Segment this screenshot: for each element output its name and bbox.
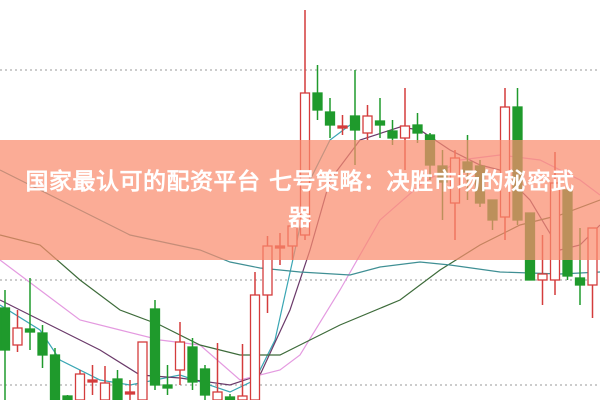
candle-down bbox=[574, 277, 586, 286]
candle-down bbox=[124, 391, 136, 395]
candle-up bbox=[174, 341, 186, 371]
candle-down bbox=[0, 307, 11, 351]
candle-up bbox=[99, 382, 111, 400]
candle-down bbox=[49, 354, 61, 400]
candle-up bbox=[237, 395, 248, 400]
candle-down bbox=[149, 308, 161, 386]
candle-up bbox=[12, 327, 23, 346]
candle-down bbox=[62, 395, 73, 400]
candle-down bbox=[187, 346, 198, 383]
candle-up bbox=[249, 294, 261, 400]
candle-down bbox=[324, 111, 336, 126]
candle-down bbox=[24, 328, 36, 333]
candle-down bbox=[87, 379, 98, 383]
candle-down bbox=[199, 368, 211, 396]
candle-up bbox=[212, 391, 223, 400]
headline-banner: 国家最认可的配资平台 七号策略：决胜市场的秘密武器 bbox=[0, 140, 600, 260]
candle-down bbox=[337, 125, 348, 129]
candle-down bbox=[349, 115, 361, 131]
candle-down bbox=[412, 124, 423, 134]
candle-down bbox=[112, 378, 123, 400]
headline-text: 国家最认可的配资平台 七号策略：决胜市场的秘密武器 bbox=[25, 169, 575, 231]
candle-down bbox=[224, 396, 236, 400]
candle-up bbox=[137, 341, 148, 400]
candle-down bbox=[312, 92, 323, 111]
candle-down bbox=[387, 130, 398, 139]
candle-up bbox=[74, 373, 86, 400]
candle-down bbox=[37, 332, 48, 356]
candle-up bbox=[362, 115, 373, 134]
candle-up bbox=[537, 273, 548, 281]
candle-down bbox=[162, 384, 173, 389]
candle-up bbox=[399, 125, 411, 139]
candle-down bbox=[374, 120, 386, 126]
